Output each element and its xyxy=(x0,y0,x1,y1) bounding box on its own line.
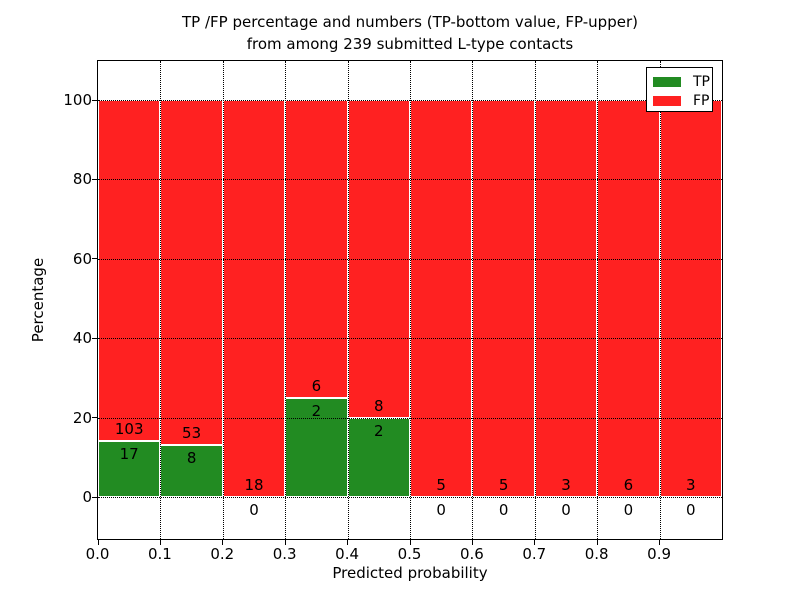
tp-count-label: 0 xyxy=(249,501,259,519)
fp-count-label: 6 xyxy=(623,476,634,494)
x-tick-label: 0.9 xyxy=(647,545,672,563)
bar-fp-segment xyxy=(534,100,598,497)
bar-fp-segment xyxy=(597,100,660,497)
chart-title: TP /FP percentage and numbers (TP-bottom… xyxy=(182,11,638,55)
x-tick-mark xyxy=(659,540,661,545)
x-gridline xyxy=(659,61,661,539)
x-gridline xyxy=(410,61,411,539)
x-tick-mark xyxy=(534,540,536,545)
legend-entry-fp: FP xyxy=(653,93,711,109)
bar-tp-segment xyxy=(98,440,161,497)
x-tick-label: 0.3 xyxy=(272,545,297,563)
y-tick-mark xyxy=(92,337,97,339)
x-gridline xyxy=(347,61,349,539)
x-tick-label: 0.5 xyxy=(397,545,422,563)
y-tick-label: 0 xyxy=(82,488,92,506)
x-tick-mark xyxy=(284,540,286,545)
y-tick-label: 20 xyxy=(72,408,92,427)
tp-count-label: 0 xyxy=(436,501,446,519)
x-tick-label: 0.2 xyxy=(210,545,235,563)
bar-fp-segment xyxy=(222,100,286,497)
x-gridline xyxy=(597,61,599,539)
bar-fp-segment xyxy=(410,100,473,497)
fp-count-label: 53 xyxy=(182,423,202,442)
tp-count-label: 2 xyxy=(311,401,322,420)
legend: TP FP xyxy=(646,67,713,112)
fp-count-label: 3 xyxy=(561,476,571,494)
x-tick-label: 0.8 xyxy=(584,545,609,563)
legend-tp-swatch xyxy=(653,77,681,87)
y-tick-label: 40 xyxy=(72,329,92,348)
x-gridline xyxy=(222,61,224,539)
tp-count-label: 0 xyxy=(498,501,509,519)
fp-count-label: 8 xyxy=(374,396,384,415)
bar-fp-segment xyxy=(472,100,535,497)
chart-title-line1: TP /FP percentage and numbers (TP-bottom… xyxy=(182,13,638,31)
y-tick-label: 60 xyxy=(72,249,92,268)
x-tick-mark xyxy=(97,540,99,545)
x-tick-mark xyxy=(159,540,161,545)
tp-count-label: 0 xyxy=(561,501,571,519)
bar-fp-segment xyxy=(285,100,348,398)
tp-count-label: 8 xyxy=(186,448,197,467)
plot-area: TP FP 103 17 53 8 18 0 6 2 8 2 5 0 5 0 3 0 6 0 3 0 xyxy=(97,60,723,540)
x-tick-label: 0.0 xyxy=(85,545,110,563)
y-tick-mark xyxy=(92,496,97,498)
x-gridline xyxy=(285,61,287,539)
x-tick-label: 0.1 xyxy=(147,545,172,563)
y-tick-mark xyxy=(92,258,97,260)
x-axis-label: Predicted probability xyxy=(332,564,488,582)
legend-fp-swatch xyxy=(653,96,681,106)
y-tick-label: 100 xyxy=(63,91,92,109)
fp-count-label: 18 xyxy=(244,476,264,494)
x-tick-label: 0.4 xyxy=(335,545,360,563)
tp-count-label: 2 xyxy=(374,421,384,440)
bar-fp-segment xyxy=(160,100,223,445)
x-gridline xyxy=(534,61,536,539)
fp-count-label: 6 xyxy=(311,376,322,395)
x-gridline xyxy=(472,61,474,539)
chart-title-line2: from among 239 submitted L-type contacts xyxy=(246,35,574,53)
x-tick-mark xyxy=(222,540,224,545)
y-tick-mark xyxy=(92,99,97,101)
y-tick-mark xyxy=(92,178,97,180)
x-tick-label: 0.7 xyxy=(522,545,547,563)
fp-count-label: 5 xyxy=(498,476,509,494)
tp-count-label: 0 xyxy=(623,501,634,519)
bar-tp-segment xyxy=(160,444,223,497)
fp-count-label: 3 xyxy=(686,476,696,494)
bar-fp-segment xyxy=(659,100,722,497)
legend-tp-label: TP xyxy=(693,74,710,90)
bar-fp-segment xyxy=(98,100,161,441)
fp-count-label: 5 xyxy=(436,476,446,494)
legend-entry-tp: TP xyxy=(653,74,711,90)
x-tick-mark xyxy=(471,540,473,545)
y-tick-label: 80 xyxy=(72,170,92,189)
x-tick-mark xyxy=(596,540,598,545)
x-tick-label: 0.6 xyxy=(459,545,484,563)
tp-count-label: 0 xyxy=(686,501,696,519)
tp-count-label: 17 xyxy=(119,444,139,463)
x-gridline xyxy=(160,61,162,539)
fp-count-label: 103 xyxy=(114,419,144,438)
legend-fp-label: FP xyxy=(693,93,710,109)
y-tick-mark xyxy=(92,417,97,419)
x-tick-mark xyxy=(409,540,411,545)
x-tick-mark xyxy=(347,540,349,545)
